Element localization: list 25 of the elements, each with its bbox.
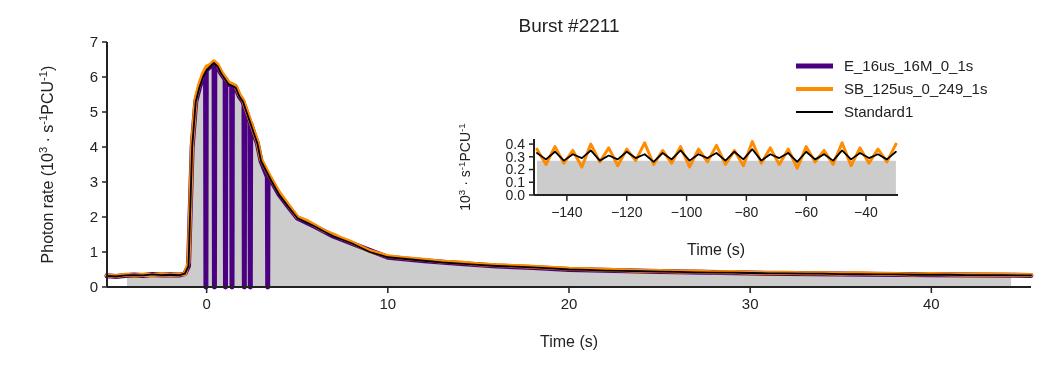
y-tick-label: 5 xyxy=(89,103,98,121)
x-tick-label: 40 xyxy=(923,295,940,312)
y-tick-label: 4 xyxy=(89,138,98,156)
x-tick-label: 10 xyxy=(379,295,397,312)
legend-label: E_16us_16M_0_1s xyxy=(844,57,974,75)
x-axis-title: Time (s) xyxy=(539,333,599,350)
x-tick-label: 20 xyxy=(560,295,578,312)
x-tick-label: 30 xyxy=(741,295,759,312)
y-tick-label: 0 xyxy=(89,278,98,296)
y-tick-label: 2 xyxy=(89,208,98,226)
legend-label: SB_125us_0_249_1s xyxy=(844,80,988,98)
x-tick-label: −40 xyxy=(854,204,879,220)
x-tick-label: −80 xyxy=(734,204,759,220)
x-tick-label: 0 xyxy=(202,295,211,312)
legend-label: Standard1 xyxy=(844,103,914,121)
chart-title: Burst #2211 xyxy=(518,15,620,36)
y-tick-label: 1 xyxy=(89,243,98,261)
x-tick-label: −60 xyxy=(794,204,819,220)
x-axis-title: Time (s) xyxy=(686,241,746,258)
x-tick-label: −120 xyxy=(610,204,643,220)
y-tick-label: 7 xyxy=(89,33,98,51)
y-tick-label: 6 xyxy=(89,68,98,86)
y-tick-label: 3 xyxy=(89,173,98,191)
x-tick-label: −140 xyxy=(551,204,583,220)
x-tick-label: −100 xyxy=(670,204,703,220)
